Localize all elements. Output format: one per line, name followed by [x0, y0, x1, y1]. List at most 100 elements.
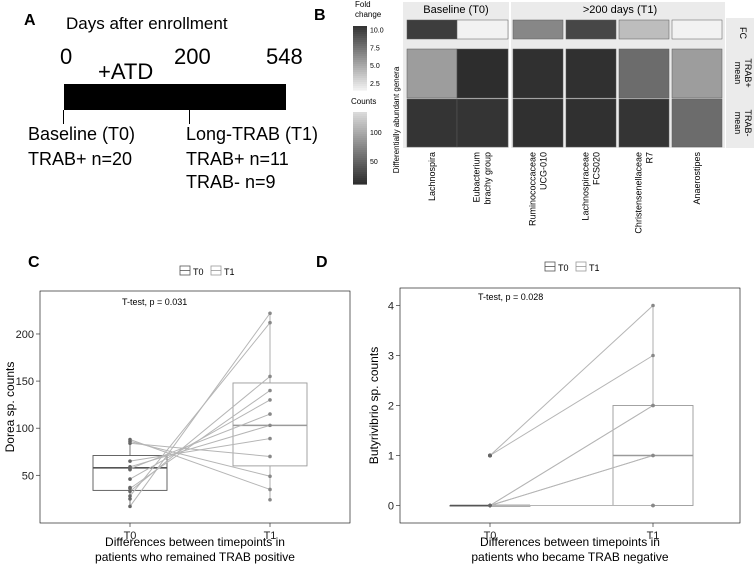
x-axis-title-line2: patients who became TRAB negative	[471, 550, 669, 564]
y-axis-title: Dorea sp. counts	[3, 362, 17, 453]
fc-legend-swatch	[353, 70, 367, 73]
point-t0	[128, 504, 132, 509]
point-t1	[268, 487, 272, 492]
x-tick-label: T0	[124, 530, 137, 542]
counts-legend-swatch	[353, 130, 367, 133]
counts-legend-swatch	[353, 112, 367, 115]
point-t0	[128, 437, 132, 442]
fc-legend-swatch	[353, 42, 367, 45]
heatmap-cell	[512, 98, 564, 148]
stat-annotation: T-test, p = 0.031	[122, 297, 187, 307]
heatmap-cell	[406, 48, 458, 99]
counts-legend-swatch	[353, 160, 367, 163]
counts-legend-swatch	[353, 162, 367, 165]
heatmap-cell	[671, 48, 723, 99]
heatmap-col-label: Lachnospiraceae	[581, 152, 591, 221]
y-tick-label: 3	[388, 351, 394, 363]
point-t1	[268, 374, 272, 379]
y-tick-label: 2	[388, 401, 394, 413]
fc-legend-swatch	[353, 84, 367, 87]
point-t0	[128, 465, 132, 469]
pair-line	[129, 440, 271, 477]
counts-legend-swatch	[353, 144, 367, 147]
long-trab-count-neg: TRAB- n=9	[186, 172, 276, 192]
legend-label-t0: T0	[558, 263, 569, 273]
fc-legend-swatch	[353, 78, 367, 81]
pair-line	[489, 355, 654, 456]
panel-b-letter: B	[314, 7, 326, 24]
point-t1	[651, 353, 655, 358]
point-t1	[651, 403, 655, 408]
treatment-label: +ATD	[98, 59, 154, 84]
fc-legend-tick: 5.0	[370, 63, 380, 70]
fc-legend-swatch	[353, 76, 367, 79]
point-t1	[268, 412, 272, 416]
fc-legend-swatch	[353, 68, 367, 71]
counts-legend-tick: 100	[370, 130, 382, 137]
long-trab-count-pos: TRAB+ n=11	[186, 149, 289, 169]
pair-line	[489, 455, 654, 506]
fc-legend-swatch	[353, 36, 367, 39]
point-t0	[488, 503, 492, 508]
panel-a-letter: A	[24, 12, 36, 29]
heatmap-col-label: Anaerostipes	[692, 152, 702, 205]
y-tick-label: 0	[388, 501, 394, 513]
counts-legend-swatch	[353, 172, 367, 175]
counts-legend-swatch	[353, 114, 367, 117]
point-t1	[268, 436, 272, 441]
heatmap-col-label: UCG-010	[539, 152, 549, 190]
counts-legend-swatch	[353, 118, 367, 121]
fc-legend-tick: 2.5	[370, 81, 380, 88]
facet-label-t1: >200 days (T1)	[583, 4, 657, 16]
fc-legend-tick: 7.5	[370, 45, 380, 52]
heatmap-row-label: mean	[733, 112, 743, 135]
point-t1	[268, 474, 272, 479]
heatmap-row-label: TRAB+	[743, 58, 753, 87]
fc-legend-swatch	[353, 56, 367, 59]
panel-a-title: Days after enrollment	[66, 14, 228, 33]
pair-line	[129, 442, 271, 457]
fc-legend-swatch	[353, 54, 367, 57]
heatmap-cell	[406, 19, 458, 40]
counts-legend-swatch	[353, 180, 367, 183]
x-axis-title-line1: Differences between timepoints in	[105, 535, 285, 549]
stat-annotation: T-test, p = 0.028	[478, 292, 543, 302]
point-t0	[128, 494, 132, 498]
counts-legend-swatch	[353, 116, 367, 119]
heatmap-cell	[512, 48, 564, 99]
pair-line	[489, 405, 654, 506]
heatmap-col-label: Christensenellaceae	[634, 152, 644, 234]
fc-legend-swatch	[353, 46, 367, 49]
long-trab-label: Long-TRAB (T1)	[186, 124, 319, 144]
point-t0	[128, 467, 132, 472]
counts-legend-swatch	[353, 140, 367, 143]
heatmap-col-label: brachy group	[483, 152, 493, 205]
counts-legend-swatch	[353, 126, 367, 129]
fc-legend-swatch	[353, 62, 367, 65]
timeline-mid-marker	[189, 110, 190, 124]
panel-c-letter: C	[28, 254, 40, 271]
heatmap-cell	[618, 98, 670, 148]
y-tick-label: 100	[16, 423, 34, 435]
heatmap-cell	[671, 19, 723, 40]
counts-legend-swatch	[353, 128, 367, 131]
counts-legend-swatch	[353, 168, 367, 171]
heatmap-cell	[456, 19, 509, 40]
counts-legend-swatch	[353, 152, 367, 155]
counts-legend-swatch	[353, 176, 367, 179]
point-t0	[128, 489, 132, 494]
counts-legend-swatch	[353, 170, 367, 173]
fc-legend-swatch	[353, 52, 367, 55]
legend-label-t0: T0	[193, 267, 204, 277]
counts-legend-swatch	[353, 166, 367, 169]
y-tick-label: 50	[22, 470, 34, 482]
counts-legend-tick: 50	[370, 159, 378, 166]
point-t0	[128, 477, 132, 481]
pair-line	[489, 305, 654, 456]
heatmap-col-label: Lachnospira	[427, 152, 437, 201]
x-tick-label: T1	[264, 530, 277, 542]
point-t1	[268, 320, 272, 325]
point-t0	[128, 485, 132, 490]
fc-legend-swatch	[353, 32, 367, 35]
